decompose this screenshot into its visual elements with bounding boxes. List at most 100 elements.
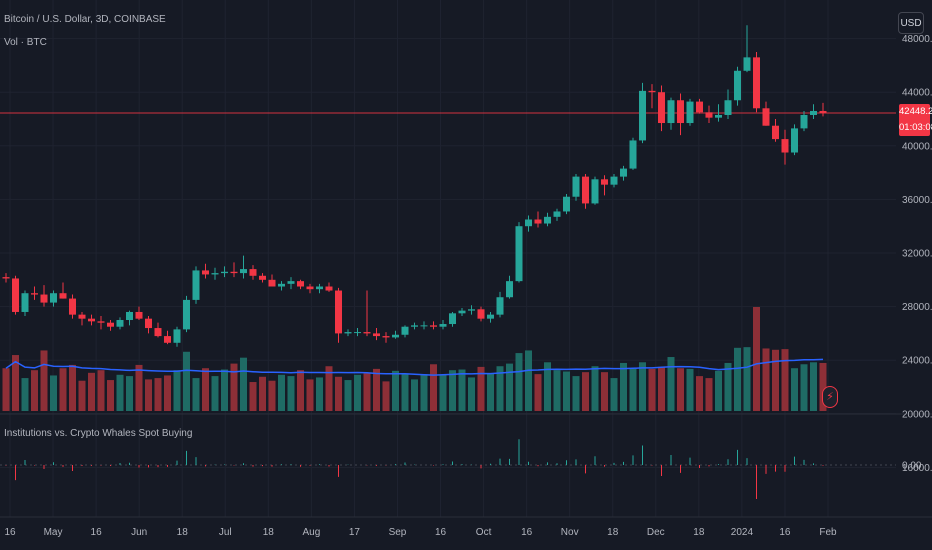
volume-bar <box>116 374 124 411</box>
volume-bar <box>724 362 732 411</box>
candle-body <box>97 321 105 323</box>
candle-body <box>325 286 333 291</box>
currency-button[interactable]: USD <box>898 12 924 34</box>
candle-body <box>487 314 494 319</box>
time-tick-label: 2024 <box>731 527 754 538</box>
price-tick-label: 36000.00 <box>902 195 932 206</box>
candle-body <box>164 336 171 343</box>
volume-bar <box>40 350 48 411</box>
time-tick-label: Oct <box>476 527 492 538</box>
candle-body <box>515 226 523 282</box>
volume-bar <box>135 364 143 411</box>
candle-body <box>88 318 95 322</box>
volume-bar <box>449 370 456 411</box>
candle-body <box>382 336 390 338</box>
candle-body <box>306 286 314 290</box>
candle-body <box>135 311 143 319</box>
volume-bar <box>458 369 466 411</box>
volume-bar <box>420 374 428 411</box>
volume-bar <box>658 366 665 411</box>
volume-bar <box>430 364 437 411</box>
price-tick-label: 16000.00 <box>902 463 932 474</box>
candle-body <box>781 139 789 153</box>
volume-bar <box>800 364 808 411</box>
candle-body <box>686 101 694 124</box>
volume-bar <box>230 363 238 411</box>
volume-bar <box>601 372 608 411</box>
volume-bar <box>781 349 789 411</box>
volume-legend[interactable]: Vol · BTC <box>4 37 47 48</box>
candle-body <box>572 176 580 197</box>
volume-bar <box>515 353 523 411</box>
volume-bar <box>278 374 285 411</box>
candle-body <box>107 322 114 327</box>
volume-bar <box>525 350 532 411</box>
volume-bar <box>325 366 333 411</box>
candle-body <box>78 314 86 319</box>
candle-body <box>373 333 380 337</box>
volume-bar <box>534 374 542 411</box>
candle-body <box>69 298 76 315</box>
volume-bar <box>506 363 513 411</box>
volume-bar <box>88 372 95 411</box>
candle-body <box>363 332 371 334</box>
price-tick-label: 20000.00 <box>902 409 932 420</box>
time-tick-label: Sep <box>389 527 407 538</box>
candle-body <box>610 176 618 185</box>
candle-body <box>582 176 589 204</box>
volume-bar <box>715 370 722 411</box>
candle-body <box>268 279 276 287</box>
candle-body <box>31 293 38 295</box>
volume-bar <box>211 376 219 411</box>
volume-bar <box>249 382 257 411</box>
candle-body <box>772 125 779 140</box>
volume-bar <box>240 357 247 411</box>
volume-bar <box>297 370 304 411</box>
volume-bar <box>221 369 228 411</box>
volume-bar <box>12 355 19 411</box>
time-tick-label: 16 <box>779 527 791 538</box>
volume-bar <box>202 368 209 411</box>
candle-body <box>21 293 29 312</box>
volume-bar <box>126 376 133 411</box>
volume-bar <box>145 379 152 411</box>
candle-body <box>354 332 361 334</box>
volume-ma-line <box>5 358 824 376</box>
volume-bar <box>563 371 570 411</box>
candle-body <box>249 269 257 276</box>
volume-bar <box>78 380 86 411</box>
candle-body <box>705 112 713 118</box>
volume-bar <box>173 370 181 411</box>
volume-bar <box>335 376 342 411</box>
time-tick-label: Jul <box>219 527 232 538</box>
volume-bar <box>411 379 418 411</box>
candle-body <box>211 273 219 275</box>
volume-bar <box>306 379 314 411</box>
volume-bar <box>439 374 447 411</box>
candle-body <box>534 219 542 224</box>
candle-body <box>762 108 770 126</box>
price-tick-label: 40000.00 <box>902 141 932 152</box>
volume-bar <box>392 370 399 411</box>
time-tick-label: Dec <box>647 527 665 538</box>
candle-body <box>819 110 827 114</box>
symbol-title[interactable]: Bitcoin / U.S. Dollar, 3D, COINBASE <box>4 14 166 25</box>
candle-series <box>2 25 827 347</box>
volume-bar <box>164 375 171 411</box>
candle-body <box>287 281 295 284</box>
price-axis: 48000.00 44000.00 40000.00 36000.00 32000.00… <box>902 34 932 474</box>
volume-bar <box>496 366 504 411</box>
volume-bar <box>629 368 637 411</box>
candle-body <box>753 57 760 109</box>
volume-bar <box>696 376 703 411</box>
indicator-legend[interactable]: Institutions vs. Crypto Whales Spot Buyi… <box>4 428 193 439</box>
volume-bar <box>21 378 29 411</box>
volume-bar <box>705 378 713 411</box>
candle-body <box>316 286 323 290</box>
lightning-icon[interactable]: ⚡ <box>822 386 838 408</box>
volume-bar <box>382 381 390 411</box>
candle-body <box>411 325 418 327</box>
candle-body <box>553 211 561 217</box>
